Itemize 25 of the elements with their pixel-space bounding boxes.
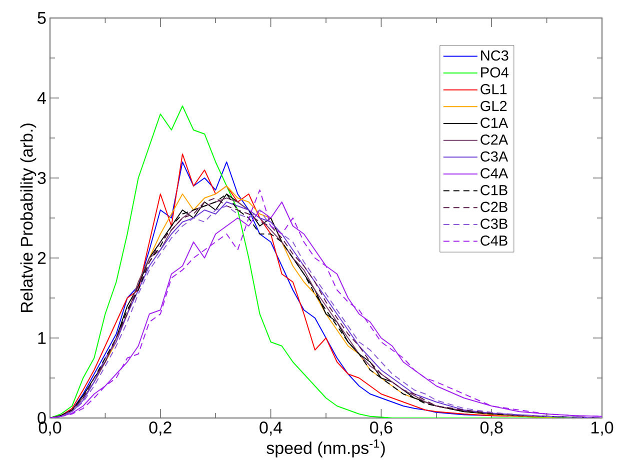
y-tick-label: 1 bbox=[38, 332, 46, 344]
legend-label: C4A bbox=[480, 168, 508, 178]
legend-label: C3A bbox=[480, 151, 508, 162]
legend-label: GL1 bbox=[480, 84, 507, 94]
legend-label: C4B bbox=[480, 235, 508, 246]
y-tick-label: 5 bbox=[38, 12, 46, 24]
legend-label: GL2 bbox=[480, 100, 507, 112]
legend-label: C3B bbox=[480, 218, 508, 229]
x-tick-label: 1,0 bbox=[591, 422, 614, 436]
legend-label: NC3 bbox=[481, 50, 508, 61]
x-tick-label: 0,8 bbox=[480, 422, 503, 436]
legend-label: C1B bbox=[480, 184, 508, 196]
y-tick-label: 4 bbox=[37, 92, 46, 104]
x-tick-label: 0,4 bbox=[260, 422, 282, 436]
legend-label: PO4 bbox=[481, 67, 508, 78]
y-tick-label: 3 bbox=[38, 172, 46, 184]
legend-label: C2B bbox=[480, 202, 508, 212]
legend-label: C1A bbox=[480, 118, 508, 128]
legend-label: C2A bbox=[480, 134, 508, 145]
x-tick-label: 0,0 bbox=[38, 422, 62, 436]
x-axis-title: speed (nm.ps$^{-1}$) bbox=[266, 439, 385, 458]
x-tick-label: 0,6 bbox=[370, 422, 392, 436]
y-tick-label: 2 bbox=[38, 252, 46, 264]
y-axis-title: Relatvie Probability (arb.) bbox=[20, 124, 36, 312]
x-tick-label: 0,2 bbox=[149, 422, 172, 436]
